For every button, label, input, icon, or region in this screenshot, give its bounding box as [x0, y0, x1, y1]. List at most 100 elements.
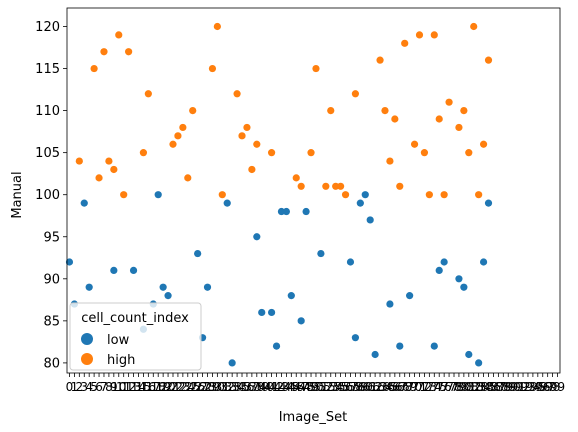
legend-marker-low [81, 333, 93, 345]
x-tick-label: 61 [363, 380, 378, 394]
x-tick-label: 42 [269, 380, 284, 394]
x-tick-label: 16 [141, 380, 156, 394]
x-tick-label: 71 [412, 380, 427, 394]
data-point-high [90, 64, 98, 73]
data-point-high [213, 22, 221, 31]
data-point-low [386, 300, 394, 308]
data-point-high [174, 132, 182, 140]
data-point-low [228, 359, 236, 367]
data-point-high [307, 149, 315, 157]
data-point-high [435, 115, 443, 123]
x-tick-label: 87 [491, 380, 506, 394]
data-point-low [396, 342, 404, 350]
data-point-low [110, 266, 118, 274]
x-tick-label: 32 [220, 380, 235, 394]
x-tick-label: 35 [234, 380, 249, 394]
x-tick-label: 19 [155, 380, 170, 394]
x-tick-label: 93 [520, 380, 535, 394]
data-point-high [332, 182, 340, 190]
x-tick-label: 77 [441, 380, 456, 394]
x-tick-label: 76 [437, 380, 452, 394]
x-tick-label: 92 [515, 380, 530, 394]
data-point-high [144, 90, 152, 98]
x-tick-label: 31 [215, 380, 230, 394]
x-tick-label: 63 [372, 380, 387, 394]
data-point-high [410, 140, 419, 148]
data-point-low [465, 350, 473, 359]
data-point-high [337, 182, 345, 190]
x-tick-label: 9 [110, 380, 118, 394]
x-tick-label: 78 [446, 380, 461, 394]
legend-marker-high [81, 353, 93, 365]
x-tick-label: 0 [66, 380, 74, 394]
data-point-high [189, 107, 197, 115]
data-point-low [277, 207, 286, 216]
x-tick-label: 3 [80, 380, 88, 394]
x-tick-label: 91 [510, 380, 525, 394]
data-point-high [341, 191, 350, 199]
data-point-low [366, 216, 374, 224]
data-point-low [479, 258, 488, 266]
x-tick-label: 37 [244, 380, 259, 394]
data-point-high [110, 165, 118, 174]
x-tick-label: 56 [338, 380, 353, 394]
x-tick-label: 96 [535, 380, 550, 394]
data-point-high [386, 157, 394, 165]
data-point-high [100, 48, 108, 56]
x-tick-label: 60 [358, 380, 373, 394]
data-point-high [312, 64, 320, 73]
y-tick-label: 110 [35, 104, 60, 119]
x-tick-label: 57 [343, 380, 358, 394]
data-point-high [243, 123, 251, 132]
y-tick-label: 90 [43, 272, 60, 287]
x-tick-label: 28 [200, 380, 215, 394]
x-tick-label: 97 [540, 380, 555, 394]
data-point-low [297, 317, 305, 325]
x-tick-label: 86 [486, 380, 501, 394]
y-tick-label: 115 [35, 62, 60, 77]
data-point-high [391, 115, 399, 123]
x-tick-label: 38 [249, 380, 264, 394]
data-point-high [460, 107, 468, 115]
data-point-high [292, 174, 300, 182]
legend: cell_count_index low high [69, 302, 202, 371]
data-point-high [105, 157, 113, 165]
data-point-high [218, 191, 226, 199]
data-point-low [356, 199, 364, 207]
data-point-high [115, 31, 123, 39]
x-tick-label: 39 [254, 380, 269, 394]
data-point-high [238, 132, 246, 140]
x-tick-label: 29 [205, 380, 220, 394]
data-point-low [267, 308, 276, 317]
data-point-high [322, 182, 330, 190]
y-tick-label: 80 [43, 356, 60, 371]
data-point-high [120, 191, 128, 199]
x-tick-label: 99 [550, 380, 565, 394]
x-tick-label: 47 [294, 380, 309, 394]
x-tick-label: 84 [476, 380, 491, 394]
x-tick-label: 2 [76, 380, 84, 394]
x-tick-label: 33 [225, 380, 240, 394]
x-tick-label: 25 [185, 380, 200, 394]
data-point-low [253, 233, 261, 241]
x-tick-label: 67 [392, 380, 407, 394]
x-tick-label: 82 [466, 380, 481, 394]
x-tick-label: 21 [165, 380, 180, 394]
x-tick-label: 50 [308, 380, 323, 394]
x-tick-label: 72 [417, 380, 432, 394]
data-point-low [282, 207, 290, 216]
x-tick-label: 46 [289, 380, 304, 394]
data-point-high [267, 149, 276, 157]
data-point-low [65, 258, 74, 266]
legend-box [69, 302, 202, 371]
x-tick-label: 81 [461, 380, 476, 394]
x-tick-label: 58 [348, 380, 363, 394]
data-point-low [258, 308, 266, 317]
data-point-high [327, 107, 335, 115]
x-tick-label: 40 [259, 380, 274, 394]
data-point-high [396, 182, 404, 190]
data-point-high [455, 123, 463, 132]
data-point-low [361, 191, 369, 199]
x-tick-label: 53 [323, 380, 338, 394]
x-tick-label: 11 [116, 380, 131, 394]
